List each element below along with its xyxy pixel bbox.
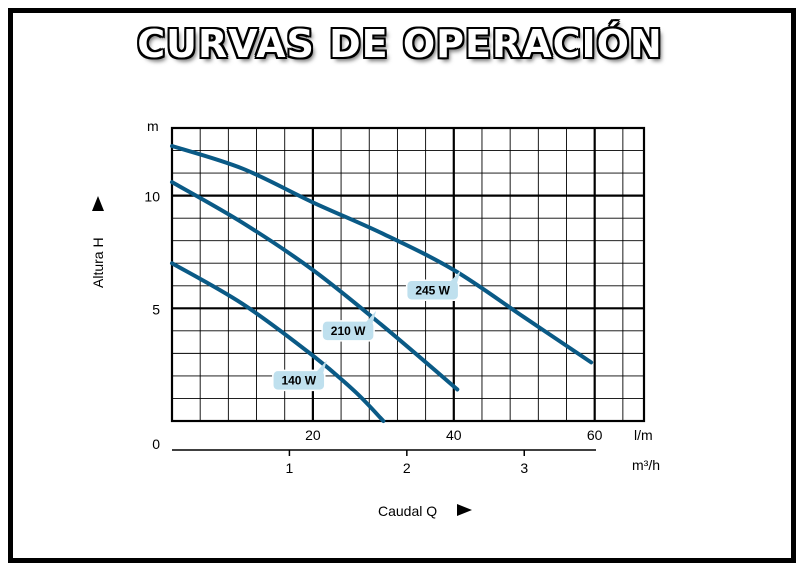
series-tag-label: 245 W xyxy=(415,283,450,297)
y-tick-label: 0 xyxy=(152,436,160,452)
chart-title: CURVAS DE OPERACIÓN xyxy=(137,22,663,66)
y-unit-label: m xyxy=(147,118,159,134)
y-axis-title-text: Altura H xyxy=(90,237,106,288)
y-tick-label: 10 xyxy=(144,189,160,205)
y-tick-label: 5 xyxy=(152,301,160,317)
curves xyxy=(170,144,594,423)
series-tag-pointer xyxy=(316,360,327,375)
grid xyxy=(170,126,646,451)
series-tag-box xyxy=(405,279,460,302)
x2-tick-label: 1 xyxy=(286,460,294,476)
x2-tick-label: 3 xyxy=(520,460,528,476)
series-tag-box xyxy=(272,369,326,392)
curve-210w xyxy=(170,180,460,392)
series-tag-box xyxy=(321,320,375,342)
x-tick-label: 40 xyxy=(446,427,462,443)
x2-unit-label: m³/h xyxy=(632,457,660,473)
x2-tick-label: 2 xyxy=(403,460,411,476)
chart-frame xyxy=(8,8,796,563)
series-tag: 245 W xyxy=(405,270,461,302)
series-tag-label: 210 W xyxy=(331,324,366,338)
curve-140w xyxy=(170,261,386,423)
plot-border xyxy=(170,126,646,423)
x-axis-arrow-icon xyxy=(457,504,472,516)
series-tags: 245 W 210 W 140 W xyxy=(272,270,461,392)
series-tag-label: 140 W xyxy=(281,373,316,387)
axis-labels: m l/m m³/h Altura H Caudal Q xyxy=(90,118,660,519)
y-axis-title: Altura H xyxy=(90,196,106,288)
series-tag: 210 W xyxy=(321,310,377,342)
y-axis-arrow-icon xyxy=(92,196,104,211)
x-tick-label: 20 xyxy=(305,427,321,443)
x-unit-label: l/m xyxy=(634,427,653,443)
series-tag: 140 W xyxy=(272,360,327,392)
x-axis-title: Caudal Q xyxy=(378,503,472,519)
x-tick-label: 60 xyxy=(587,427,603,443)
curve-245w xyxy=(170,144,594,365)
series-tag-pointer xyxy=(366,310,377,325)
series-tag-pointer xyxy=(450,270,461,285)
x-axis-title-text: Caudal Q xyxy=(378,503,437,519)
tick-labels: 20 40 60 0 5 10 1 2 3 xyxy=(144,189,602,476)
